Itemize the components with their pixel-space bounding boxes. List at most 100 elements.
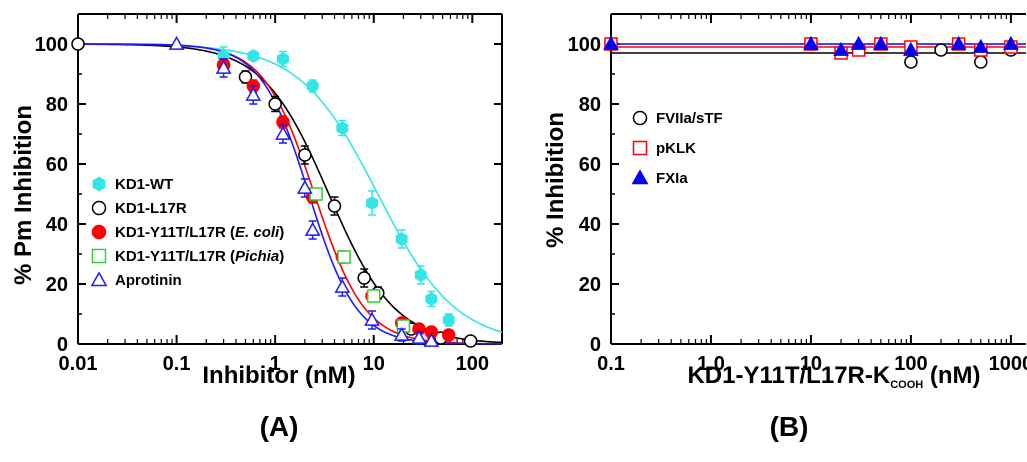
x-tick-label: 0.01 (59, 353, 98, 375)
data-point-s0-2 (247, 49, 260, 63)
y-tick-label: 0 (57, 334, 68, 356)
y-tick-label: 20 (579, 274, 601, 296)
legend-marker-0 (92, 176, 106, 192)
legend: FVIIa/sTF pKLK FXIa (631, 110, 723, 187)
data-point-s1-5 (327, 199, 342, 213)
data-point-s0-8 (414, 268, 427, 282)
legend-marker-2 (91, 224, 107, 240)
data-point-s0-6 (366, 196, 378, 210)
panel-b-ylabel: % Inhibition (542, 112, 569, 248)
data-point-s1-3 (268, 97, 282, 111)
y-tick-label: 40 (46, 214, 68, 236)
legend-marker-1 (91, 200, 107, 216)
data-point-s2-2 (833, 41, 849, 56)
data-point-s2-3 (850, 35, 867, 50)
data-point-s4-1 (215, 59, 232, 74)
data-point-s0-3 (934, 43, 948, 57)
legend-label-part: KD1-Y11T/L17R ( (115, 248, 235, 265)
data-point-s2-8 (1003, 35, 1019, 50)
data-point-s0-2 (904, 55, 918, 69)
panel-b-xlabel-unit: (nM) (923, 362, 980, 389)
data-point-s2-5 (903, 41, 919, 56)
y-tick-label: 80 (46, 94, 68, 116)
data-point-s4-6 (334, 278, 351, 293)
legend-label-part: ) (279, 248, 284, 265)
legend-label-1: pKLK (656, 140, 696, 157)
y-tick-label: 100 (568, 34, 601, 56)
data-point-s4-5 (304, 221, 321, 236)
data-point-s1-10 (463, 334, 478, 348)
data-point-s0-4 (306, 79, 319, 93)
y-tick-label: 80 (579, 94, 601, 116)
x-tick-label: 100 (456, 353, 489, 375)
panel-b: % Inhibition KD1-Y11T/L17R-KCOOH (nM) (B… (542, 13, 1027, 442)
legend-marker-3 (91, 248, 107, 264)
legend-marker-2 (631, 169, 649, 185)
data-point-s2-7 (972, 38, 989, 53)
data-point-s4-9 (411, 329, 427, 344)
y-tick-label: 0 (590, 334, 601, 356)
legend-label-2: FXIa (656, 170, 688, 187)
legend-label-1: KD1-L17R (115, 200, 187, 217)
x-tick-label: 10 (800, 353, 822, 375)
data-point-s0-5 (336, 121, 349, 135)
y-tick-label: 20 (46, 274, 68, 296)
data-point-s0-7 (395, 232, 408, 246)
x-tick-label: 10 (363, 353, 385, 375)
data-point-s4-7 (364, 311, 380, 326)
legend-label-italic: E. coli (235, 224, 280, 241)
fit-curve-2 (78, 43, 503, 345)
data-point-s4-0 (168, 35, 185, 50)
y-tick-label: 60 (46, 154, 68, 176)
legend-label-italic: Pichia (235, 248, 279, 265)
data-point-s1-2 (238, 70, 253, 84)
fit-curve-4 (78, 43, 503, 345)
y-tick-label: 40 (579, 214, 601, 236)
data-point-s4-8 (393, 326, 410, 341)
legend-marker-0 (632, 110, 648, 126)
x-tick-label: 100 (894, 353, 927, 375)
data-point-s1-4 (298, 148, 312, 162)
data-point-s3-1 (337, 250, 351, 264)
y-tick-label: 100 (35, 34, 68, 56)
data-point-s2-1 (803, 35, 819, 50)
panel-a-xlabel: Inhibitor (nM) (202, 362, 355, 389)
data-point-s0-3 (277, 52, 289, 66)
legend-label-0: FVIIa/sTF (656, 110, 723, 127)
fit-curve-1 (77, 43, 503, 344)
panel-b-xlabel-main: KD1-Y11T/L17R-K (687, 362, 890, 389)
panel-b-label: (B) (770, 411, 809, 442)
data-point-s4-10 (423, 332, 440, 347)
panel-b-xlabel-sub: COOH (890, 379, 923, 391)
data-point-s2-9 (441, 328, 456, 342)
y-tick-label: 60 (579, 154, 601, 176)
x-tick-label: 0.1 (597, 353, 625, 375)
legend-marker-4 (90, 271, 108, 287)
data-point-s2-6 (950, 35, 967, 50)
data-point-s2-4 (872, 35, 889, 50)
x-tick-label: 1.0 (697, 353, 725, 375)
data-point-s4-2 (245, 86, 262, 101)
data-point-s4-4 (296, 179, 313, 194)
legend-label-2: KD1-Y11T/L17R (E. coli) (115, 224, 284, 241)
data-point-s1-0 (71, 37, 85, 51)
x-tick-label: 0.1 (163, 353, 191, 375)
panel-a-label: (A) (260, 411, 299, 442)
data-point-s4-3 (275, 125, 291, 140)
data-point-s3-2 (366, 289, 381, 303)
panel-a: % Pm Inhibition Inhibitor (nM) (A) 0 20 40… (10, 13, 503, 442)
data-point-s3-0 (309, 187, 323, 201)
legend-label-part: ) (279, 224, 284, 241)
legend-marker-1 (632, 140, 648, 156)
legend-label-0: KD1-WT (115, 176, 173, 193)
data-point-s0-10 (442, 313, 455, 327)
panel-a-ylabel: % Pm Inhibition (10, 105, 37, 285)
data-point-s0-4 (974, 55, 988, 69)
legend-label-4: Aprotinin (115, 272, 182, 289)
legend-label-3: KD1-Y11T/L17R (Pichia) (115, 248, 284, 265)
panel-b-xlabel: KD1-Y11T/L17R-KCOOH (nM) (687, 362, 980, 391)
x-tick-label: 1 (270, 353, 281, 375)
